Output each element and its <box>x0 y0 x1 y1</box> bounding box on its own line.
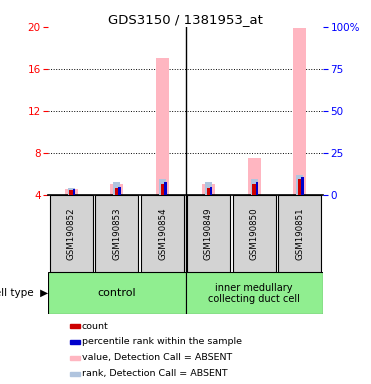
Bar <box>293 28 306 195</box>
Text: count: count <box>82 322 108 331</box>
Bar <box>278 195 321 272</box>
Bar <box>111 184 123 195</box>
Text: GSM190849: GSM190849 <box>204 207 213 260</box>
Bar <box>233 195 276 272</box>
Bar <box>164 182 167 195</box>
Title: GDS3150 / 1381953_at: GDS3150 / 1381953_at <box>108 13 263 26</box>
Text: cell type  ▶: cell type ▶ <box>0 288 48 298</box>
Bar <box>118 187 121 195</box>
Bar <box>251 179 257 195</box>
Bar <box>73 189 75 195</box>
Bar <box>298 179 302 195</box>
Text: control: control <box>98 288 136 298</box>
Bar <box>248 158 260 195</box>
Bar <box>161 184 164 195</box>
Text: GSM190851: GSM190851 <box>295 207 304 260</box>
Bar <box>205 182 212 195</box>
Bar <box>115 188 119 195</box>
Bar <box>256 182 258 195</box>
Bar <box>156 58 169 195</box>
Bar <box>141 195 184 272</box>
Bar <box>70 340 80 344</box>
Text: GSM190853: GSM190853 <box>112 207 121 260</box>
Text: GSM190850: GSM190850 <box>250 207 259 260</box>
Text: rank, Detection Call = ABSENT: rank, Detection Call = ABSENT <box>82 369 227 378</box>
Bar <box>302 177 304 195</box>
Bar <box>95 195 138 272</box>
Bar <box>210 187 212 195</box>
Text: inner medullary
collecting duct cell: inner medullary collecting duct cell <box>208 283 300 304</box>
Bar <box>186 272 323 314</box>
Bar <box>202 184 215 195</box>
Text: value, Detection Call = ABSENT: value, Detection Call = ABSENT <box>82 353 232 362</box>
Bar <box>207 188 210 195</box>
Bar <box>296 175 303 195</box>
Bar <box>159 179 166 195</box>
Bar <box>252 184 256 195</box>
Bar <box>50 195 93 272</box>
Text: GSM190852: GSM190852 <box>67 207 76 260</box>
Bar <box>48 272 186 314</box>
Bar <box>187 195 230 272</box>
Bar <box>70 324 80 328</box>
Bar <box>68 188 75 195</box>
Bar <box>69 190 73 195</box>
Bar <box>70 356 80 360</box>
Bar <box>65 189 78 195</box>
Text: GSM190854: GSM190854 <box>158 207 167 260</box>
Bar <box>70 372 80 376</box>
Text: percentile rank within the sample: percentile rank within the sample <box>82 338 242 346</box>
Bar <box>114 182 120 195</box>
